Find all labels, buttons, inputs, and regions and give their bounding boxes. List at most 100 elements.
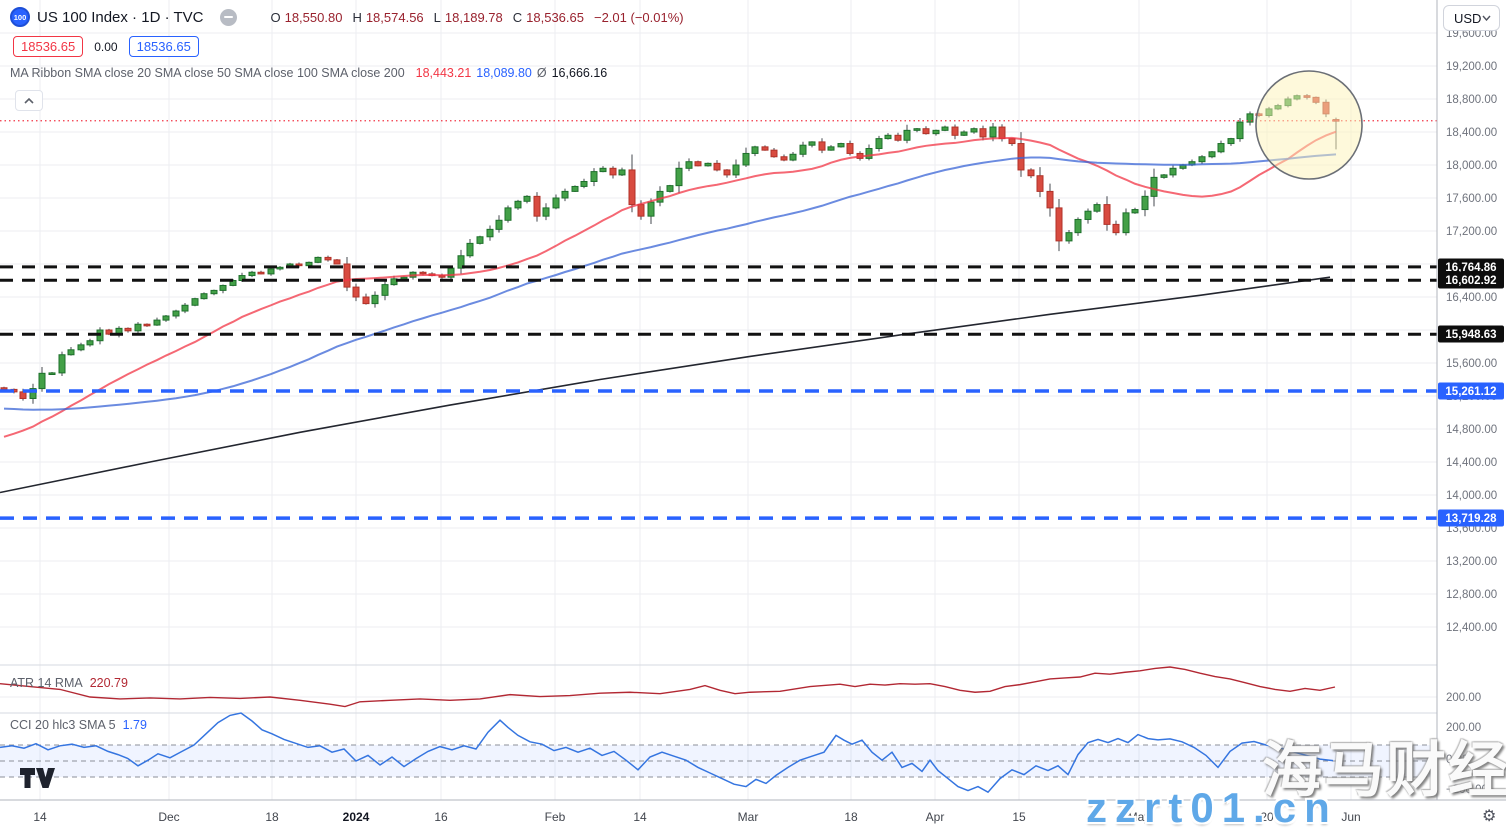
time-axis-label[interactable]: Jun xyxy=(1341,810,1360,824)
price-axis-background xyxy=(1437,0,1506,800)
timescale-settings-gear-icon[interactable]: ⚙ xyxy=(1482,808,1497,825)
candle-body xyxy=(742,152,750,166)
candle-body xyxy=(761,146,769,151)
symbol-header: 100 US 100 Index · 1D · TVC O 18,550.80 … xyxy=(10,7,690,27)
price-level-badge[interactable] xyxy=(1438,382,1504,400)
ohlc-open-value: 18,550.80 xyxy=(284,9,343,25)
candle-body xyxy=(875,138,883,150)
candle-body xyxy=(884,134,892,140)
ohlc-open-label: O xyxy=(270,9,281,25)
cci-band xyxy=(0,745,1437,777)
candle-body xyxy=(476,236,484,244)
candle-body xyxy=(1160,174,1168,178)
candle-body xyxy=(1065,232,1073,242)
candle-body xyxy=(628,169,636,206)
candle-body xyxy=(846,143,854,154)
candle-body xyxy=(105,329,113,335)
candle-body xyxy=(305,261,313,267)
time-axis-label[interactable]: 14 xyxy=(633,810,647,824)
collapse-legend-button[interactable] xyxy=(15,90,43,111)
candle-body xyxy=(732,164,740,176)
price-tick-label: 18,400.00 xyxy=(1446,127,1497,139)
candle-body xyxy=(200,293,208,300)
ma-ribbon-legend[interactable]: MA Ribbon SMA close 20 SMA close 50 SMA … xyxy=(10,66,607,80)
price-level-badge-label: 15,261.12 xyxy=(1445,386,1496,398)
time-axis-label[interactable]: 14 xyxy=(33,810,47,824)
time-axis-label[interactable]: 20 xyxy=(1260,810,1274,824)
candle-body xyxy=(333,259,341,265)
time-axis-label[interactable]: 2024 xyxy=(343,810,370,824)
minus-icon xyxy=(224,15,234,19)
ma-ribbon-avg-prefix: Ø xyxy=(536,66,547,80)
candle-body xyxy=(124,327,132,332)
candle-body xyxy=(1008,138,1016,145)
atr-tick-label: 200.00 xyxy=(1446,692,1481,704)
price-level-badge[interactable] xyxy=(1438,258,1504,276)
market-status-icon[interactable] xyxy=(220,8,238,26)
candle-body xyxy=(486,228,494,238)
ohlc-low-label: L xyxy=(433,9,441,25)
candle-body xyxy=(770,149,778,158)
candle-body xyxy=(1217,143,1225,153)
candle-body xyxy=(400,276,408,280)
buy-button[interactable]: 18536.65 xyxy=(128,36,199,57)
candle-body xyxy=(248,271,256,277)
candle-body xyxy=(922,128,930,135)
candle-body xyxy=(609,167,617,176)
candle-body xyxy=(799,144,807,155)
candle-body xyxy=(1169,167,1177,176)
candle-body xyxy=(181,304,189,312)
candle-body xyxy=(1055,207,1063,242)
ellipse-annotation[interactable] xyxy=(1255,70,1363,180)
tradingview-logo-icon xyxy=(20,768,55,788)
time-axis-label[interactable]: 15 xyxy=(1012,810,1026,824)
chevron-up-icon xyxy=(24,97,34,104)
time-axis-label[interactable]: 16 xyxy=(434,810,448,824)
time-axis-label[interactable]: Dec xyxy=(158,810,179,824)
price-level-badge[interactable] xyxy=(1438,509,1504,527)
time-axis-label[interactable]: May xyxy=(1128,810,1151,824)
price-level-badge-label: 15,948.63 xyxy=(1445,329,1496,341)
candle-body xyxy=(865,148,873,159)
price-level-badge-label: 16,764.86 xyxy=(1445,262,1496,274)
atr-legend[interactable]: ATR 14 RMA 220.79 xyxy=(10,676,128,690)
price-level-badge[interactable] xyxy=(1438,325,1504,343)
time-axis-label[interactable]: Feb xyxy=(545,810,566,824)
candle-body xyxy=(1198,156,1206,163)
time-axis-label[interactable]: 18 xyxy=(844,810,858,824)
candle-body xyxy=(647,201,655,217)
price-tick-label: 13,200.00 xyxy=(1446,556,1497,568)
price-tick-label: 19,200.00 xyxy=(1446,61,1497,73)
candle-body xyxy=(894,134,902,141)
candle-body xyxy=(1027,169,1035,177)
candle-body xyxy=(941,126,949,131)
price-level-badge[interactable] xyxy=(1438,271,1504,289)
sma20-line xyxy=(3,130,1337,438)
time-axis-label[interactable]: Apr xyxy=(926,810,945,824)
candle-body xyxy=(561,190,569,199)
currency-dropdown[interactable]: USD xyxy=(1443,5,1500,31)
candle-body xyxy=(276,266,284,270)
candle-body xyxy=(637,204,645,217)
sell-button[interactable]: 18536.65 xyxy=(13,36,84,57)
candle-body xyxy=(219,284,227,291)
candle-body xyxy=(998,126,1006,140)
time-axis-label[interactable]: Mar xyxy=(738,810,759,824)
candle-body xyxy=(86,340,94,346)
symbol-title[interactable]: US 100 Index · 1D · TVC xyxy=(37,8,204,26)
candle-body xyxy=(134,323,142,332)
candle-body xyxy=(210,289,218,295)
symbol-logo-icon[interactable]: 100 xyxy=(10,7,30,27)
candle-body xyxy=(1103,204,1111,225)
candle-body xyxy=(970,128,978,133)
cci-legend[interactable]: CCI 20 hlc3 SMA 5 1.79 xyxy=(10,718,147,732)
candle-body xyxy=(1036,175,1044,192)
candle-body xyxy=(1246,113,1254,123)
time-axis-label[interactable]: 18 xyxy=(265,810,279,824)
candle-body xyxy=(314,256,322,263)
candle-body xyxy=(514,200,522,209)
candle-body xyxy=(457,255,465,269)
candle-body xyxy=(29,388,37,399)
